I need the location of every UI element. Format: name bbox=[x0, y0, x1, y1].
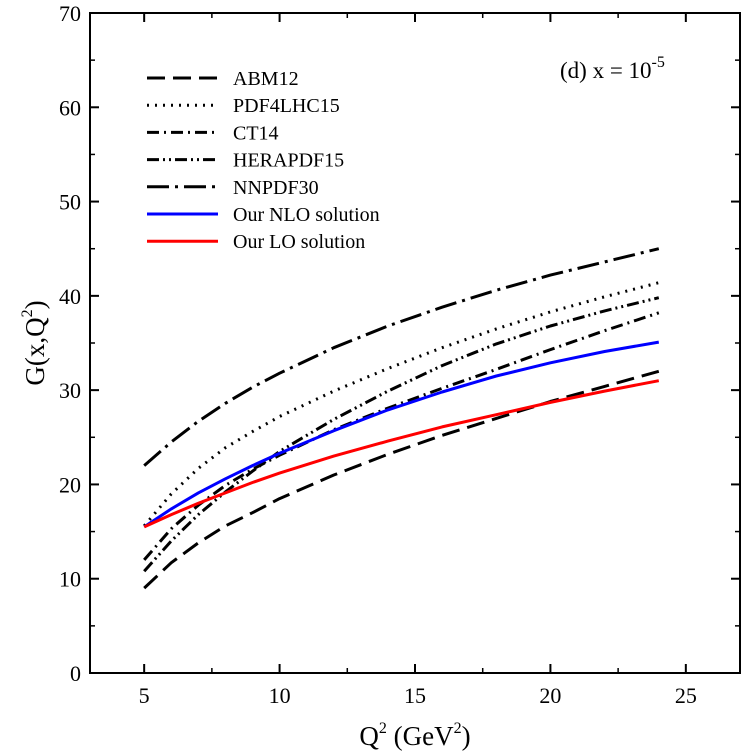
y-tick-label: 40 bbox=[59, 284, 81, 309]
annotation-prefix: (d) x = 10 bbox=[560, 58, 652, 83]
series-group bbox=[143, 247, 660, 590]
legend-label-our-lo-solution: Our LO solution bbox=[233, 231, 365, 253]
x-tick-label: 10 bbox=[269, 683, 291, 708]
plot-frame bbox=[89, 12, 741, 674]
x-title-sup: 2 bbox=[379, 720, 387, 737]
x-tick-label: 5 bbox=[139, 683, 150, 708]
annotation-exponent: -5 bbox=[652, 54, 665, 71]
y-tick-label: 20 bbox=[59, 472, 81, 497]
y-tick-label: 0 bbox=[70, 661, 81, 686]
series-line-ct14 bbox=[143, 311, 660, 561]
legend-label-abm12: ABM12 bbox=[233, 68, 299, 90]
y-title-base: G(x,Q bbox=[20, 317, 50, 386]
series-line-our-lo-solution bbox=[143, 379, 660, 529]
legend-label-pdf4lhc15: PDF4LHC15 bbox=[233, 95, 340, 117]
x-axis-title: Q2 (GeV2) bbox=[359, 720, 470, 751]
x-title-sup2: 2 bbox=[454, 720, 462, 737]
y-axis-title: G(x,Q2) bbox=[19, 300, 50, 385]
y-title-sup: 2 bbox=[19, 309, 36, 317]
series-line-our-nlo-solution bbox=[143, 340, 660, 529]
y-tick-label: 10 bbox=[59, 567, 81, 592]
y-axis: 0 10 20 30 40 50 60 70 bbox=[59, 1, 740, 686]
legend-label-our-nlo-solution: Our NLO solution bbox=[233, 204, 380, 226]
x-tick-label: 15 bbox=[404, 683, 426, 708]
legend-label-nnpdf30: NNPDF30 bbox=[233, 177, 319, 199]
x-tick-label: 25 bbox=[675, 683, 697, 708]
x-title-rest: (GeV bbox=[387, 721, 454, 751]
y-tick-label: 50 bbox=[59, 190, 81, 215]
x-tick-label: 20 bbox=[539, 683, 561, 708]
series-line-herapdf15 bbox=[143, 296, 660, 573]
y-tick-label: 30 bbox=[59, 378, 81, 403]
x-title-base: Q bbox=[359, 721, 379, 751]
y-title-close: ) bbox=[20, 300, 50, 309]
annotation: (d) x = 10-5 bbox=[560, 54, 665, 83]
plot-area bbox=[89, 12, 741, 674]
x-axis: 5 10 15 20 25 bbox=[139, 13, 697, 708]
legend-label-ct14: CT14 bbox=[233, 122, 279, 144]
legend: ABM12 PDF4LHC15 CT14 HERAPDF15 NNPDF30 Our NL… bbox=[147, 68, 380, 253]
x-title-close: ) bbox=[462, 721, 471, 751]
series-line-nnpdf30 bbox=[143, 247, 660, 467]
y-tick-label: 60 bbox=[59, 95, 81, 120]
y-tick-label: 70 bbox=[59, 1, 81, 26]
legend-label-herapdf15: HERAPDF15 bbox=[233, 150, 344, 172]
